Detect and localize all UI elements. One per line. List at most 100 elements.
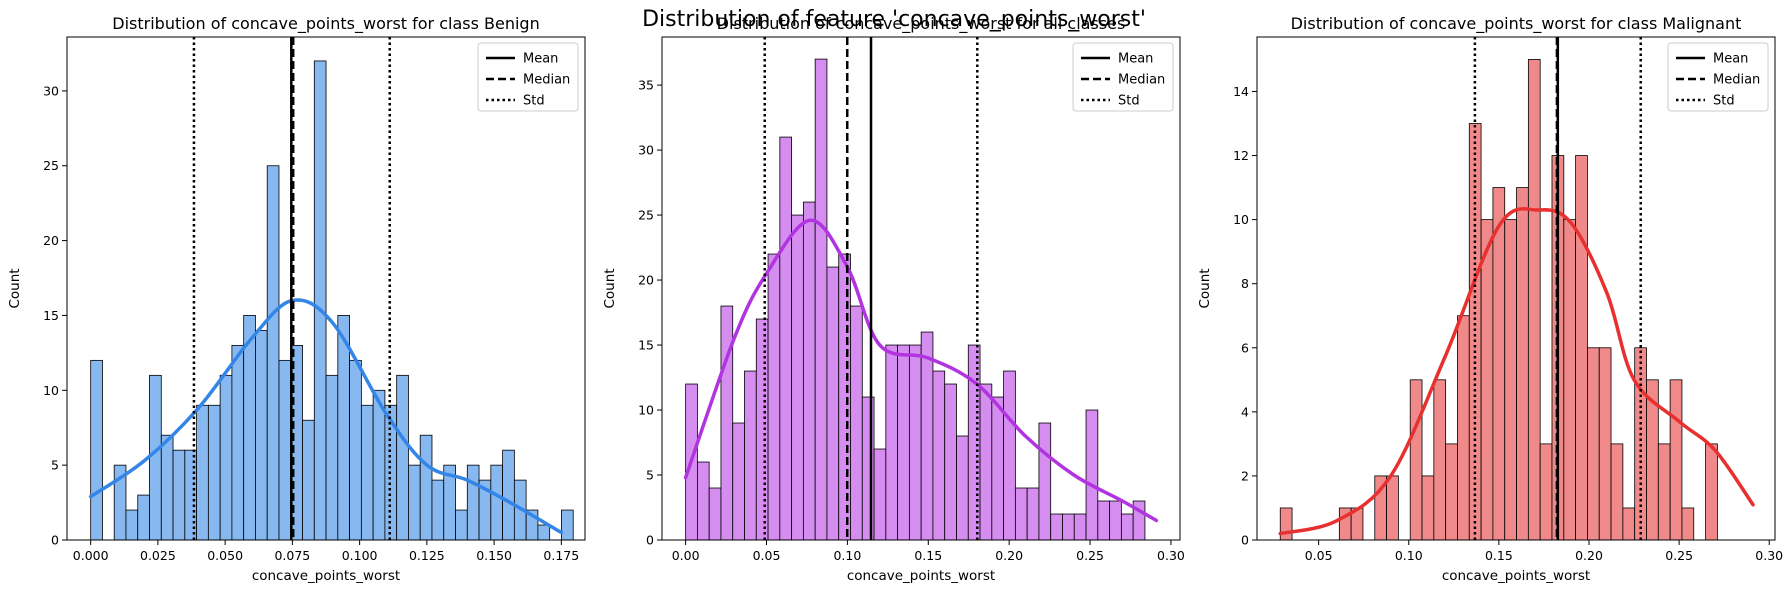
histogram-bar <box>944 383 957 541</box>
y-tick-label: 30 <box>638 143 654 158</box>
legend-mean-label: Mean <box>1713 52 1748 67</box>
histogram-bar <box>920 331 934 541</box>
legend: Mean Median Std <box>1667 42 1769 112</box>
histogram-bar <box>1610 443 1624 541</box>
histogram-bar <box>1026 487 1040 541</box>
y-tick-label: 20 <box>43 233 59 248</box>
legend-median-label: Median <box>523 73 570 88</box>
histogram-bar <box>1097 500 1110 541</box>
x-tick-label: 0.075 <box>274 548 310 563</box>
legend-mean-label: Mean <box>523 52 558 67</box>
legend-box <box>1072 42 1174 112</box>
legend-std-label: Std <box>523 94 545 109</box>
x-tick-label: 0.25 <box>1076 548 1104 563</box>
y-axis-label: Count <box>1197 268 1213 308</box>
x-tick-label: 0.20 <box>1575 548 1603 563</box>
y-tick-label: 12 <box>1233 148 1249 163</box>
subplot-3: 0.05 0.10 0.15 0.20 0.25 0.30 0 2 4 6 8 10 12 14 Distr… <box>1197 14 1783 584</box>
histogram-bar <box>826 266 840 541</box>
histogram-bar <box>1409 379 1423 541</box>
histogram-bar <box>149 374 162 541</box>
y-tick-label: 15 <box>43 308 59 323</box>
legend-box <box>477 42 579 112</box>
figure-title: Distribution of feature 'concave_points_… <box>642 7 1146 32</box>
x-tick-label: 0.20 <box>995 548 1023 563</box>
histogram-bar <box>1445 443 1458 541</box>
y-tick-label: 0 <box>1241 533 1249 548</box>
histogram-bar <box>490 464 503 541</box>
histogram-bar <box>408 464 421 541</box>
histogram-bar <box>172 449 186 541</box>
histogram-bar <box>1279 507 1293 541</box>
histogram-bar <box>744 370 757 541</box>
histogram-bar <box>255 330 268 541</box>
histogram-bar <box>372 389 386 541</box>
histogram-bar <box>325 374 339 541</box>
histogram-bar <box>537 524 551 541</box>
histogram-bar <box>1433 379 1447 541</box>
y-tick-label: 8 <box>1241 276 1249 291</box>
histogram-bar <box>561 509 574 541</box>
histogram-bar <box>1480 219 1494 541</box>
histogram-bar <box>1705 443 1718 541</box>
histogram-bar <box>908 344 922 541</box>
y-tick-label: 10 <box>638 403 654 418</box>
y-tick-label: 25 <box>638 208 654 223</box>
subplot-2: 0.00 0.05 0.10 0.15 0.20 0.25 0.30 0 5 10 15 20 25 30… <box>602 14 1185 584</box>
x-tick-label: 0.30 <box>1157 548 1185 563</box>
histogram-bar <box>1681 507 1695 541</box>
histogram-bar <box>278 359 292 541</box>
histogram-bar <box>196 404 209 541</box>
legend-std-label: Std <box>1713 94 1735 109</box>
x-tick-label: 0.15 <box>914 548 942 563</box>
y-tick-label: 10 <box>1233 212 1249 227</box>
histogram-bar <box>266 165 280 541</box>
histogram-bar <box>838 253 851 541</box>
histogram-bar <box>1050 513 1063 541</box>
histogram-bar <box>1492 187 1506 541</box>
histogram-bar <box>956 435 969 541</box>
histogram-bar <box>207 404 221 541</box>
legend: Mean Median Std <box>477 42 579 112</box>
legend: Mean Median Std <box>1072 42 1174 112</box>
y-tick-label: 5 <box>51 458 59 473</box>
histogram-bar <box>991 396 1005 541</box>
histogram-bar <box>502 449 515 541</box>
histogram-bar <box>1003 370 1016 541</box>
histogram-bar <box>360 404 374 541</box>
legend-box <box>1667 42 1769 112</box>
histogram-bar <box>802 201 816 541</box>
subplot-title: Distribution of concave_points_worst for… <box>717 14 1126 34</box>
y-tick-label: 35 <box>638 78 654 93</box>
histogram-bar <box>1563 219 1577 541</box>
histogram-bar <box>419 434 433 541</box>
y-tick-label: 10 <box>43 383 59 398</box>
histogram-bar <box>814 58 828 541</box>
subplot-title: Distribution of concave_points_worst for… <box>112 14 539 34</box>
x-axis-label: concave_points_worst <box>1442 568 1590 584</box>
histogram-bar <box>791 214 804 541</box>
histogram-bar <box>1657 443 1671 541</box>
y-tick-label: 4 <box>1241 404 1249 419</box>
y-tick-label: 2 <box>1241 468 1249 483</box>
histogram-bar <box>1062 513 1075 541</box>
x-tick-label: 0.025 <box>140 548 176 563</box>
histogram-bar <box>125 509 139 541</box>
y-tick-label: 25 <box>43 158 59 173</box>
histogram-bar <box>1109 500 1122 541</box>
histogram-bar <box>1038 422 1052 541</box>
legend-median-label: Median <box>1713 73 1760 88</box>
histogram-bar <box>1539 443 1553 541</box>
histogram-bar <box>897 344 910 541</box>
histogram-bar <box>1527 59 1541 541</box>
histogram-bar <box>932 370 946 541</box>
x-axis-label: concave_points_worst <box>252 568 400 584</box>
x-tick-label: 0.125 <box>409 548 445 563</box>
histogram-bar <box>349 359 362 541</box>
histogram-bar <box>720 305 734 541</box>
x-tick-label: 0.15 <box>1485 548 1513 563</box>
histogram-bar <box>1386 475 1399 541</box>
histogram-bar <box>160 434 174 541</box>
kde-curve <box>683 218 1159 523</box>
